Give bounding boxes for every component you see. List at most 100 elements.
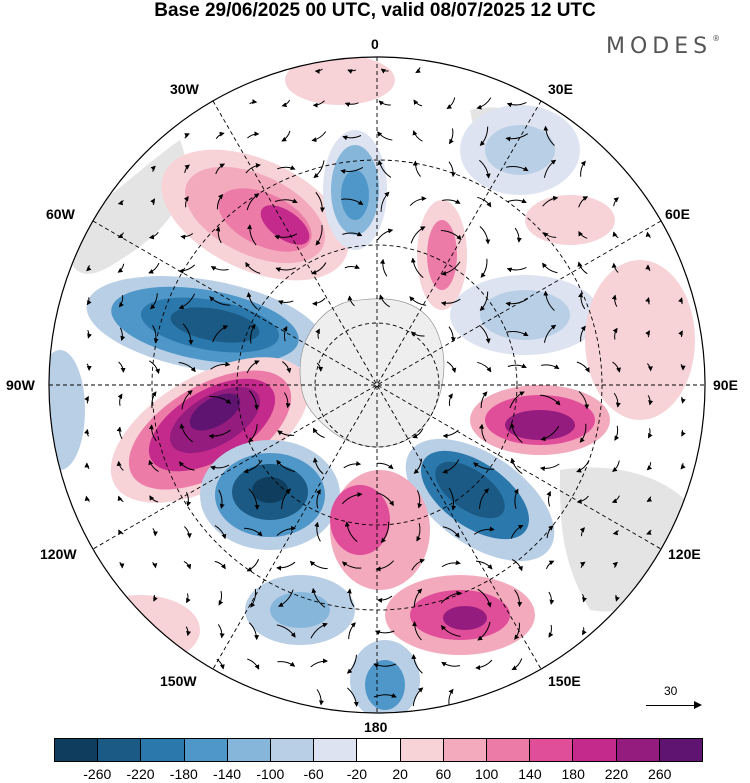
meridian-label-180: 180 <box>364 719 388 735</box>
colorbar-bin <box>356 739 400 761</box>
arrow-icon <box>612 361 621 373</box>
arrow-icon <box>311 131 327 143</box>
arrow-icon <box>152 325 159 344</box>
arrow-icon <box>477 361 492 373</box>
arrow-icon <box>84 395 89 404</box>
arrow-icon <box>442 459 460 474</box>
arrow-icon <box>579 423 587 443</box>
colorbar-tick-label: 180 <box>561 766 585 782</box>
arrow-icon <box>116 460 124 471</box>
reference-vector-label: 30 <box>664 684 678 698</box>
arrow-icon <box>612 231 619 239</box>
arrow-icon <box>373 693 397 698</box>
arrow-icon <box>247 131 260 139</box>
arrow-icon <box>209 296 231 306</box>
arrow-icon <box>380 521 390 544</box>
meridian-label-90e: 90E <box>713 377 738 393</box>
arrow-icon <box>348 622 356 640</box>
arrow-icon <box>311 262 327 275</box>
arrow-icon <box>344 521 358 543</box>
arrow-icon <box>247 658 260 670</box>
arrow-icon <box>150 293 158 310</box>
arrow-icon <box>681 429 686 437</box>
arrow-icon <box>447 393 453 407</box>
arrow-icon <box>310 622 328 639</box>
arrow-icon <box>212 325 229 343</box>
arrow-icon <box>316 362 324 372</box>
arrow-icon <box>312 297 326 307</box>
arrow-icon <box>374 630 395 635</box>
arrow-icon <box>580 325 586 342</box>
arrow-icon <box>86 297 92 306</box>
arrow-icon <box>181 390 193 410</box>
arrow-icon <box>473 462 495 470</box>
colorbar-tick-label: 100 <box>474 766 499 782</box>
arrow-icon <box>448 326 456 343</box>
arrow-icon <box>410 331 425 337</box>
arrow-icon <box>346 687 359 707</box>
arrow-icon <box>312 100 325 108</box>
arrow-icon <box>413 458 423 474</box>
arrow-icon <box>479 324 491 344</box>
arrow-icon <box>411 653 423 674</box>
meridian-label-60e: 60E <box>665 206 690 222</box>
colorbar-bin <box>270 739 314 761</box>
arrow-icon <box>646 529 652 535</box>
colorbar-bin <box>442 739 487 761</box>
arrow-icon <box>183 561 192 570</box>
arrow-icon <box>379 294 390 308</box>
arrow-icon <box>246 292 258 310</box>
arrow-icon <box>446 97 456 110</box>
colorbar-bin <box>486 739 530 761</box>
arrow-icon <box>479 488 490 510</box>
arrow-icon <box>217 624 225 639</box>
arrow-icon <box>645 296 650 305</box>
arrow-icon <box>578 292 586 310</box>
arrow-icon <box>578 391 590 410</box>
arrow-icon <box>375 560 395 572</box>
arrow-icon <box>214 525 227 540</box>
arrow-icon <box>378 100 391 106</box>
arrow-icon <box>246 558 260 572</box>
arrow-icon <box>440 298 461 307</box>
arrow-icon <box>477 588 492 608</box>
arrow-icon <box>548 591 555 605</box>
arrow-icon <box>514 622 520 640</box>
meridian-label-150w: 150W <box>160 673 197 689</box>
arrow-icon <box>416 490 423 509</box>
arrow-icon <box>446 361 457 374</box>
arrow-icon <box>186 593 191 604</box>
arrow-icon <box>440 590 462 604</box>
arrow-icon <box>442 429 459 439</box>
colorbar-bin <box>615 739 659 761</box>
arrow-icon <box>179 423 193 443</box>
arrow-icon <box>274 198 298 204</box>
arrow-icon <box>413 588 423 607</box>
colorbar-bin <box>183 739 227 761</box>
wind-vectors <box>84 67 686 707</box>
arrow-icon <box>316 689 324 706</box>
arrow-icon <box>410 257 424 279</box>
arrow-icon <box>117 263 125 273</box>
arrow-icon <box>680 396 686 404</box>
arrow-icon <box>342 135 362 141</box>
arrow-icon <box>479 291 489 312</box>
arrow-icon <box>582 627 587 636</box>
arrow-icon <box>440 624 461 637</box>
arrow-icon <box>282 361 292 374</box>
arrow-icon <box>150 165 156 172</box>
arrow-icon <box>514 227 522 243</box>
arrow-icon <box>612 530 619 536</box>
arrow-icon <box>611 294 618 307</box>
arrow-icon <box>277 300 294 305</box>
arrow-icon <box>244 527 263 537</box>
arrow-icon <box>86 265 92 272</box>
arrow-icon <box>278 589 294 607</box>
arrow-icon <box>448 688 454 705</box>
arrow-icon <box>246 193 260 211</box>
arrow-icon <box>513 488 519 509</box>
arrow-icon <box>119 327 126 342</box>
colorbar-bin <box>658 739 703 761</box>
arrow-icon <box>247 224 257 246</box>
arrow-icon <box>284 392 291 409</box>
